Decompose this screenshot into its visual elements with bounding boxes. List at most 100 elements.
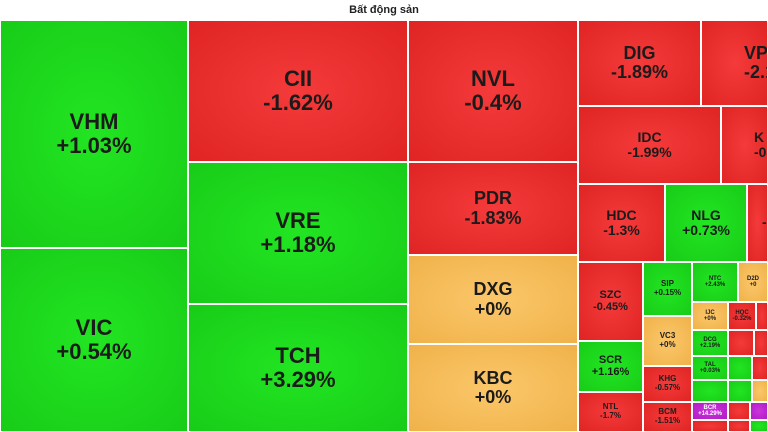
tile-ntc[interactable]: NTC +2.43% [692,262,738,302]
ticker: SCR [598,353,623,366]
tile-hdc[interactable]: HDC -1.3% [578,184,665,262]
change: +0% [659,340,676,349]
change: +0 [749,282,757,288]
tile-ntl[interactable]: NTL -1.7% [578,392,643,432]
tile-kh[interactable]: K -0.3 [721,106,768,184]
tile-small-8[interactable] [752,380,768,402]
ticker: KBC [473,367,513,388]
tile-idc[interactable]: IDC -1.99% [578,106,721,184]
tile-nlg[interactable]: NLG +0.73% [665,184,747,262]
change: -2.1 [744,62,767,82]
tile-small-10[interactable] [750,402,768,420]
ticker: DXG [473,279,513,300]
change: +2.43% [704,282,726,288]
tile-vic[interactable]: VIC +0.54% [0,248,188,432]
ticker: HDC [606,206,637,223]
change: +0.03% [699,368,721,374]
tile-d2d[interactable]: D2D +0 [738,262,768,302]
tile-bcr[interactable]: BCR +14.29% [692,402,728,420]
ticker: TCH [275,343,321,369]
ticker: KHG [658,374,677,384]
ticker: K [754,128,765,145]
change: -1.62% [263,90,333,115]
tile-vhm[interactable]: VHM +1.03% [0,20,188,248]
change: -0.3 [754,144,767,160]
ticker: VP [744,42,768,63]
ticker: NTL [602,402,619,412]
ticker: NVL [471,66,515,92]
change: +3.29% [260,367,336,392]
change: -1.99% [627,144,672,160]
ticker: HQC [735,309,749,316]
change: -1.83% [464,207,522,228]
tile-vc3[interactable]: VC3 +0% [643,316,692,366]
tile-small-11[interactable] [692,420,728,432]
tile-dcg[interactable]: DCG +2.19% [692,330,728,356]
tile-small-13[interactable] [750,420,768,432]
ticker: DCG [703,336,717,343]
ticker: VIC [75,315,113,341]
ticker: BCM [658,407,677,417]
tile-small-2[interactable] [728,330,754,356]
tile-khg[interactable]: KHG -0.57% [643,366,692,402]
change: +0% [474,298,512,319]
change: +2.19% [699,343,721,349]
ticker: SIP [661,279,674,289]
ticker: SZC [599,288,622,301]
tile-edge[interactable]: - [747,184,768,262]
ticker: PDR [473,188,512,209]
change: +0.54% [56,339,132,364]
tile-small-1[interactable] [756,302,768,330]
tile-small-9[interactable] [728,402,750,420]
change: -1.7% [600,411,621,420]
tile-dig[interactable]: DIG -1.89% [578,20,701,106]
tile-tal[interactable]: TAL +0.03% [692,356,728,380]
tile-small-4[interactable] [728,356,752,380]
tile-vre[interactable]: VRE +1.18% [188,162,408,304]
change: -1.3% [603,222,640,238]
ticker: D2D [746,275,759,282]
ticker: IJC [705,309,715,316]
change: +14.29% [698,411,722,417]
ticker: VC3 [659,331,676,341]
tile-cii[interactable]: CII -1.62% [188,20,408,162]
change: +0.15% [653,288,682,297]
tile-sip[interactable]: SIP +0.15% [643,262,692,316]
tile-dxg[interactable]: DXG +0% [408,255,578,344]
change: -0.4% [464,90,522,115]
ticker: IDC [637,128,662,145]
ticker: NLG [691,206,721,223]
change: -1.89% [610,62,669,82]
tile-szc[interactable]: SZC -0.45% [578,262,643,341]
change: -1.51% [654,416,681,425]
change: +1.18% [260,232,336,257]
tile-hqc[interactable]: HQC -0.32% [728,302,756,330]
change: -0.45% [593,300,628,313]
tile-tch[interactable]: TCH +3.29% [188,304,408,432]
sector-title: Bất động sản [349,4,419,16]
tile-scr[interactable]: SCR +1.16% [578,341,643,392]
tile-kbc[interactable]: KBC +0% [408,344,578,432]
change: +1.16% [591,365,630,378]
ticker: CII [283,66,313,92]
tile-small-3[interactable] [754,330,768,356]
tile-bcm[interactable]: BCM -1.51% [643,402,692,432]
change: +1.03% [56,133,132,158]
tile-small-12[interactable] [728,420,750,432]
ticker: BCR [703,404,717,411]
change: -0.32% [732,316,752,322]
change: - [762,214,767,231]
change: +0.73% [682,222,730,238]
ticker: VRE [275,208,321,234]
tile-ijc[interactable]: IJC +0% [692,302,728,330]
change: -0.57% [654,383,681,392]
ticker: VHM [69,109,119,135]
tile-small-7[interactable] [728,380,752,402]
tile-vpi[interactable]: VP -2.1 [701,20,768,106]
tile-small-6[interactable] [692,380,728,402]
tile-small-5[interactable] [752,356,768,380]
tile-nvl[interactable]: NVL -0.4% [408,20,578,162]
tile-pdr[interactable]: PDR -1.83% [408,162,578,255]
change: +0% [703,316,717,322]
ticker: DIG [623,42,656,63]
